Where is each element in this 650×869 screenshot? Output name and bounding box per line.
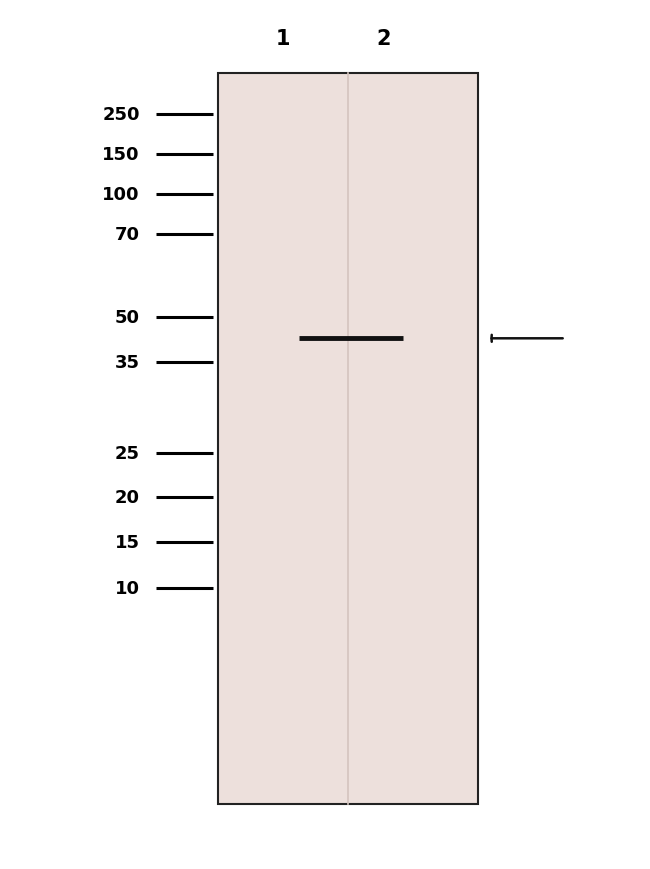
Text: 10: 10 — [115, 580, 140, 597]
Text: 70: 70 — [115, 226, 140, 243]
Text: 250: 250 — [102, 106, 140, 123]
Text: 1: 1 — [276, 30, 290, 49]
Text: 15: 15 — [115, 534, 140, 551]
Bar — [218, 74, 478, 804]
Text: 100: 100 — [102, 186, 140, 203]
Text: 50: 50 — [115, 309, 140, 327]
Text: 25: 25 — [115, 445, 140, 462]
Text: 150: 150 — [102, 146, 140, 163]
Text: 20: 20 — [115, 488, 140, 506]
Text: 2: 2 — [376, 30, 391, 49]
Text: 35: 35 — [115, 354, 140, 371]
